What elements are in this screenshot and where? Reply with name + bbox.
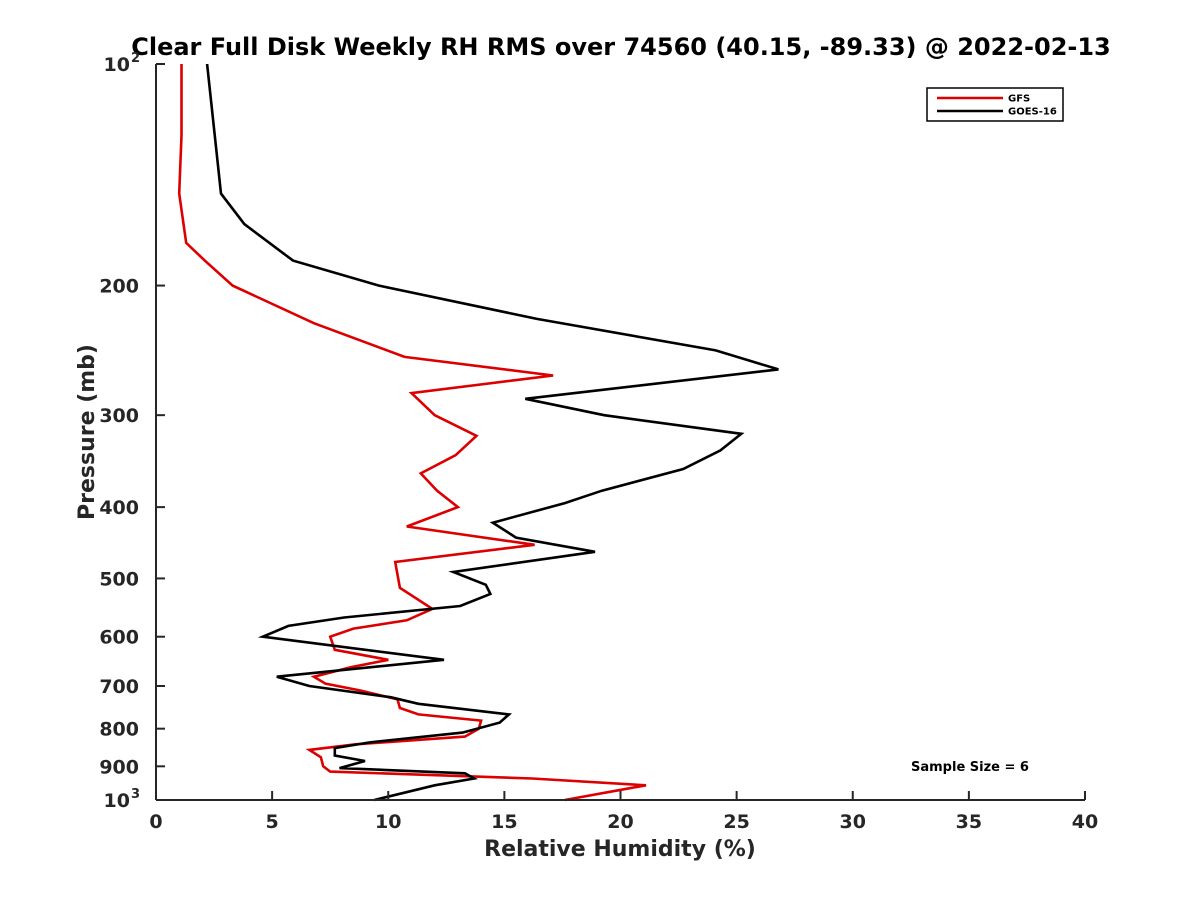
chart-title: Clear Full Disk Weekly RH RMS over 74560… [131, 33, 1111, 61]
y-tick-label: 400 [99, 497, 139, 519]
y-tick-label: 500 [99, 568, 139, 590]
y-tick-label: 200 [99, 276, 139, 298]
y-tick-label: 800 [99, 719, 139, 741]
y-tick-label: 300 [99, 405, 139, 427]
x-tick-label: 0 [149, 811, 162, 833]
x-tick-label: 40 [1072, 811, 1098, 833]
y-tick-exponent: 3 [131, 787, 140, 802]
y-tick-label: 10 [104, 54, 130, 76]
x-tick-label: 15 [491, 811, 517, 833]
legend-label-gfs: GFS [1008, 94, 1030, 105]
x-tick-label: 35 [956, 811, 982, 833]
legend-label-goes16: GOES-16 [1008, 107, 1057, 118]
x-tick-label: 25 [723, 811, 749, 833]
legend-box [926, 87, 1064, 122]
series-line-gfs [177, 64, 647, 802]
y-tick-label: 700 [99, 676, 139, 698]
series-layer [177, 63, 779, 802]
y-tick-exponent: 2 [131, 51, 140, 66]
x-tick-label: 20 [607, 811, 633, 833]
legend: GFS GOES-16 [926, 87, 1064, 122]
series-line-goes16 [205, 63, 779, 802]
y-tick-label: 900 [99, 756, 139, 778]
x-tick-label: 10 [375, 811, 401, 833]
x-tick-label: 5 [266, 811, 279, 833]
x-tick-group: 0 5 10 15 20 25 30 35 40 [149, 791, 1098, 833]
y-tick-label: 10 [104, 790, 130, 812]
sample-size-annotation: Sample Size = 6 [911, 760, 1029, 775]
y-tick-label: 600 [99, 627, 139, 649]
y-axis-label: Pressure (mb) [75, 344, 100, 520]
x-axis-label: Relative Humidity (%) [484, 837, 756, 862]
x-tick-label: 30 [840, 811, 866, 833]
